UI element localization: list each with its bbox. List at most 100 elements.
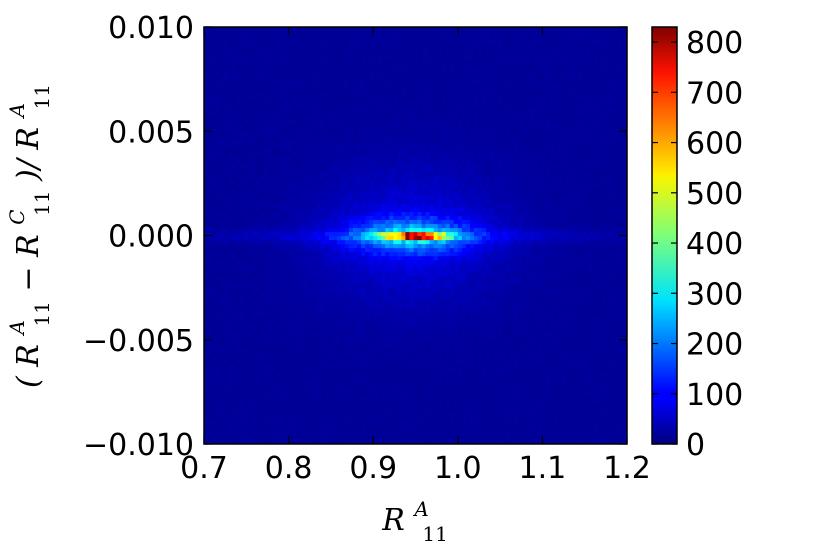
heatmap-cell: [256, 347, 261, 353]
heatmap-cell: [361, 263, 366, 269]
heatmap-cell: [284, 299, 290, 305]
heatmap-cell: [244, 379, 249, 385]
heatmap-cell: [252, 275, 257, 281]
heatmap-cell: [385, 259, 390, 265]
heatmap-cell: [469, 411, 475, 417]
heatmap-cell: [357, 359, 362, 365]
heatmap-cell: [224, 383, 229, 389]
heatmap-cell: [606, 343, 612, 349]
heatmap-cell: [445, 387, 451, 393]
heatmap-cell: [445, 407, 451, 413]
heatmap-cell: [465, 275, 471, 281]
heatmap-cell: [433, 411, 439, 417]
heatmap-cell: [510, 419, 515, 425]
heatmap-cell: [288, 383, 294, 389]
heatmap-cell: [252, 383, 257, 389]
heatmap-cell: [602, 359, 608, 365]
heatmap-cell: [324, 279, 330, 285]
heatmap-cell: [441, 343, 447, 349]
heatmap-cell: [522, 331, 527, 337]
heatmap-cell: [260, 315, 266, 321]
heatmap-cell: [506, 415, 511, 421]
heatmap-cell: [224, 347, 229, 353]
heatmap-cell: [542, 291, 548, 297]
heatmap-cell: [345, 327, 350, 333]
heatmap-cell: [272, 343, 278, 349]
heatmap-cell: [590, 439, 596, 444]
heatmap-cell: [546, 351, 552, 357]
heatmap-cell: [574, 439, 580, 444]
heatmap-cell: [365, 387, 370, 393]
heatmap-cell: [393, 351, 398, 357]
heatmap-cell: [300, 255, 306, 261]
heatmap-cell: [469, 271, 475, 277]
heatmap-cell: [417, 263, 423, 269]
heatmap-cell: [220, 427, 225, 433]
heatmap-cell: [361, 299, 366, 305]
heatmap-cell: [353, 275, 358, 281]
heatmap-cell: [421, 303, 427, 309]
heatmap-cell: [465, 271, 471, 277]
heatmap-cell: [417, 359, 423, 365]
heatmap-cell: [304, 331, 310, 337]
heatmap-cell: [401, 387, 407, 393]
heatmap-cell: [602, 291, 608, 297]
heatmap-cell: [272, 283, 278, 289]
heatmap-cell: [389, 307, 394, 313]
heatmap-cell: [477, 303, 483, 309]
heatmap-cell: [490, 259, 495, 265]
heatmap-cell: [401, 327, 407, 333]
heatmap-cell: [361, 391, 366, 397]
heatmap-cell: [582, 399, 588, 405]
heatmap-cell: [538, 383, 543, 389]
heatmap-cell: [562, 399, 568, 405]
heatmap-cell: [502, 343, 507, 349]
heatmap-cell: [598, 395, 604, 401]
heatmap-cell: [328, 311, 334, 317]
heatmap-cell: [526, 295, 531, 301]
heatmap-cell: [473, 263, 479, 269]
heatmap-cell: [469, 387, 475, 393]
heatmap-cell: [397, 427, 402, 433]
heatmap-cell: [308, 423, 314, 429]
heatmap-cell: [220, 291, 225, 297]
heatmap-cell: [554, 439, 560, 444]
heatmap-cell: [340, 347, 346, 353]
heatmap-cell: [486, 311, 491, 317]
heatmap-cell: [272, 267, 278, 273]
heatmap-cell: [405, 319, 411, 325]
heatmap-cell: [506, 403, 511, 409]
heatmap-cell: [248, 279, 253, 285]
heatmap-cell: [236, 339, 241, 345]
heatmap-cell: [260, 375, 266, 381]
heatmap-cell: [296, 363, 302, 369]
heatmap-cell: [562, 347, 568, 353]
heatmap-cell: [582, 343, 588, 349]
heatmap-cell: [441, 427, 447, 433]
heatmap-cell: [558, 303, 564, 309]
heatmap-cell: [405, 307, 411, 313]
heatmap-cell: [578, 411, 584, 417]
heatmap-cell: [340, 287, 346, 293]
heatmap-cell: [232, 267, 237, 273]
heatmap-cell: [244, 295, 249, 301]
heatmap-cell: [598, 303, 604, 309]
heatmap-cell: [461, 307, 467, 313]
heatmap-cell: [477, 323, 483, 329]
heatmap-cell: [296, 267, 302, 273]
heatmap-cell: [248, 307, 253, 313]
heatmap-cell: [562, 339, 568, 345]
heatmap-cell: [353, 375, 358, 381]
heatmap-cell: [284, 259, 290, 265]
heatmap-cell: [204, 339, 209, 345]
heatmap-cell: [457, 311, 463, 317]
heatmap-cell: [284, 291, 290, 297]
heatmap-cell: [514, 403, 519, 409]
heatmap-cell: [276, 275, 282, 281]
heatmap-cell: [236, 363, 241, 369]
heatmap-cell: [481, 359, 487, 365]
heatmap-cell: [204, 267, 209, 273]
heatmap-cell: [236, 439, 241, 444]
heatmap-cell: [518, 267, 523, 273]
heatmap-cell: [393, 259, 398, 265]
